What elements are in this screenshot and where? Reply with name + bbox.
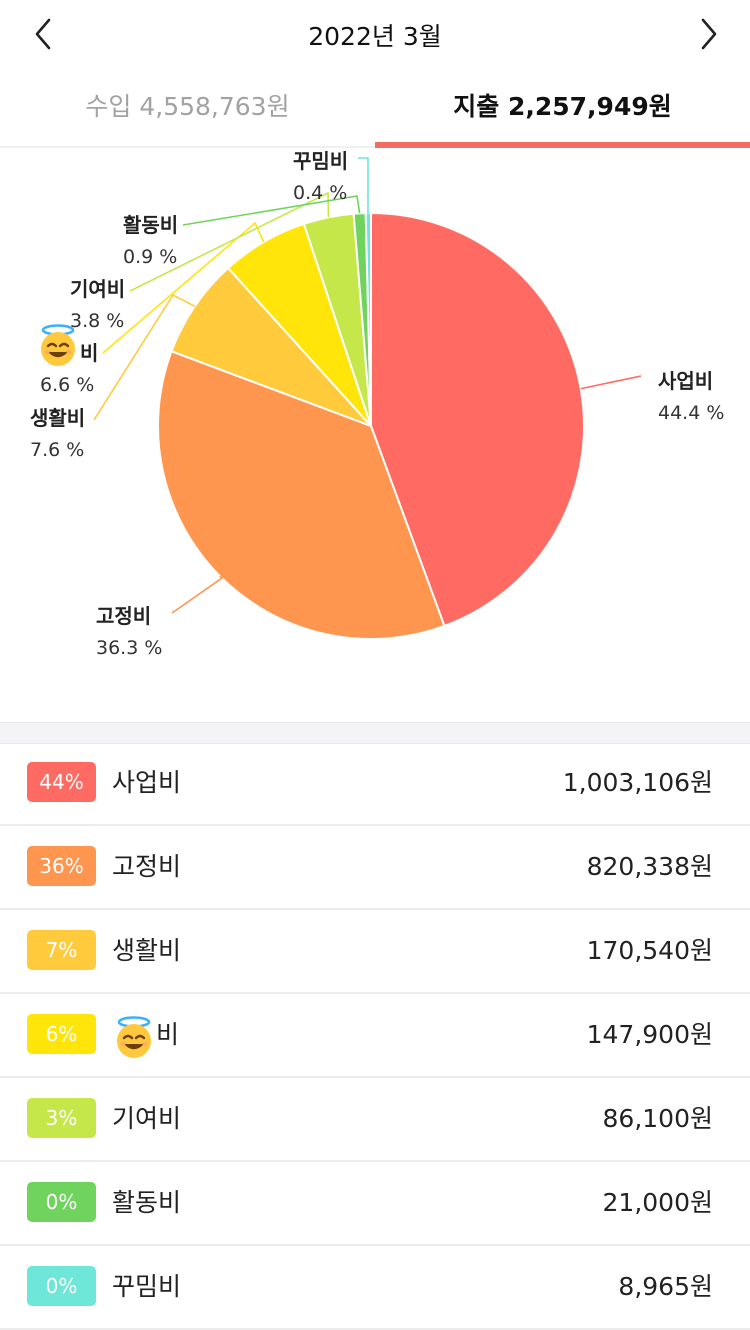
smiling-face-with-halo-icon — [41, 324, 75, 366]
category-label: 사업비 — [112, 742, 181, 824]
percent-badge: 36% — [27, 846, 96, 886]
category-name: 기여비 — [112, 1104, 182, 1133]
month-title: 2022년 3월 — [308, 22, 442, 51]
category-label: 꾸밈비 — [112, 1246, 181, 1328]
list-item[interactable]: 36% 고정비 820,338원 — [0, 826, 750, 910]
chevron-left-icon — [35, 18, 51, 50]
category-amount: 820,338원 — [586, 852, 713, 881]
category-amount: 1,003,106원 — [562, 768, 713, 797]
next-month-button[interactable] — [688, 14, 728, 54]
slice-label: 비 — [80, 341, 98, 365]
pie-chart-svg: 사업비 44.4 % 고정비 36.3 % 생활비 7.6 % 비 6.6 % 기여비 3.8 %… — [30, 149, 724, 659]
percent-badge: 0% — [27, 1182, 96, 1222]
slice-percent: 7.6 % — [30, 439, 84, 461]
prev-month-button[interactable] — [24, 14, 64, 54]
category-label: 비 — [112, 994, 179, 1076]
slice-label: 꾸밈비 — [293, 149, 348, 173]
tab-income[interactable]: 수입 4,558,763원 — [85, 92, 290, 121]
slice-percent: 0.4 % — [293, 182, 347, 204]
slice-percent: 6.6 % — [40, 374, 94, 396]
category-list: 44% 사업비 1,003,106원 36% 고정비 820,338원 7% 생활비 170,5… — [0, 742, 750, 1330]
category-name: 비 — [156, 1020, 180, 1049]
type-tabs: 수입 4,558,763원 지출 2,257,949원 — [0, 72, 750, 148]
percent-badge: 3% — [27, 1098, 96, 1138]
slice-label: 고정비 — [96, 604, 151, 628]
slice-label: 기여비 — [70, 277, 125, 301]
chevron-right-icon — [701, 18, 717, 50]
percent-badge: 6% — [27, 1014, 96, 1054]
category-name: 꾸밈비 — [112, 1272, 182, 1301]
category-name: 고정비 — [112, 852, 182, 881]
section-divider — [0, 722, 750, 744]
tab-expense[interactable]: 지출 2,257,949원 — [453, 92, 672, 121]
category-amount: 86,100원 — [602, 1104, 713, 1133]
slice-percent: 0.9 % — [123, 246, 177, 268]
slice-percent: 3.8 % — [70, 310, 124, 332]
leader-line — [182, 195, 361, 226]
slice-label: 사업비 — [658, 369, 713, 393]
pie-slice — [370, 211, 585, 628]
month-header: 2022년 3월 — [0, 0, 750, 68]
slice-percent: 44.4 % — [658, 402, 724, 424]
category-label: 기여비 — [112, 1078, 181, 1160]
slice-percent: 36.3 % — [96, 637, 162, 659]
leader-line — [129, 191, 330, 292]
category-label: 생활비 — [112, 910, 181, 992]
category-name: 생활비 — [112, 936, 182, 965]
slice-label: 생활비 — [30, 406, 85, 430]
pie-slice — [170, 266, 372, 427]
leader-line — [358, 157, 369, 214]
list-item[interactable]: 7% 생활비 170,540원 — [0, 910, 750, 994]
slice-label: 활동비 — [123, 213, 178, 237]
category-amount: 8,965원 — [618, 1272, 713, 1301]
category-amount: 147,900원 — [586, 1020, 713, 1049]
leader-line — [171, 575, 224, 614]
category-amount: 170,540원 — [586, 936, 713, 965]
tab-divider — [0, 146, 375, 148]
list-item[interactable]: 0% 활동비 21,000원 — [0, 1162, 750, 1246]
category-name: 사업비 — [112, 768, 182, 797]
leader-line — [580, 375, 642, 390]
category-label: 활동비 — [112, 1162, 181, 1244]
percent-badge: 7% — [27, 930, 96, 970]
active-tab-indicator — [375, 142, 750, 148]
category-name: 활동비 — [112, 1188, 182, 1217]
pie-chart: 사업비 44.4 % 고정비 36.3 % 생활비 7.6 % 비 6.6 % 기여비 3.8 %… — [0, 148, 750, 720]
percent-badge: 0% — [27, 1266, 96, 1306]
list-item[interactable]: 44% 사업비 1,003,106원 — [0, 742, 750, 826]
category-label: 고정비 — [112, 826, 181, 908]
smiling-face-with-halo-icon — [112, 1011, 156, 1058]
list-item[interactable]: 6% 비 147,900원 — [0, 994, 750, 1078]
leader-line — [102, 221, 265, 354]
list-item[interactable]: 3% 기여비 86,100원 — [0, 1078, 750, 1162]
leader-line — [93, 293, 196, 421]
percent-badge: 44% — [27, 762, 96, 802]
category-amount: 21,000원 — [602, 1188, 713, 1217]
list-item[interactable]: 0% 꾸밈비 8,965원 — [0, 1246, 750, 1330]
pie-slice — [157, 350, 446, 640]
